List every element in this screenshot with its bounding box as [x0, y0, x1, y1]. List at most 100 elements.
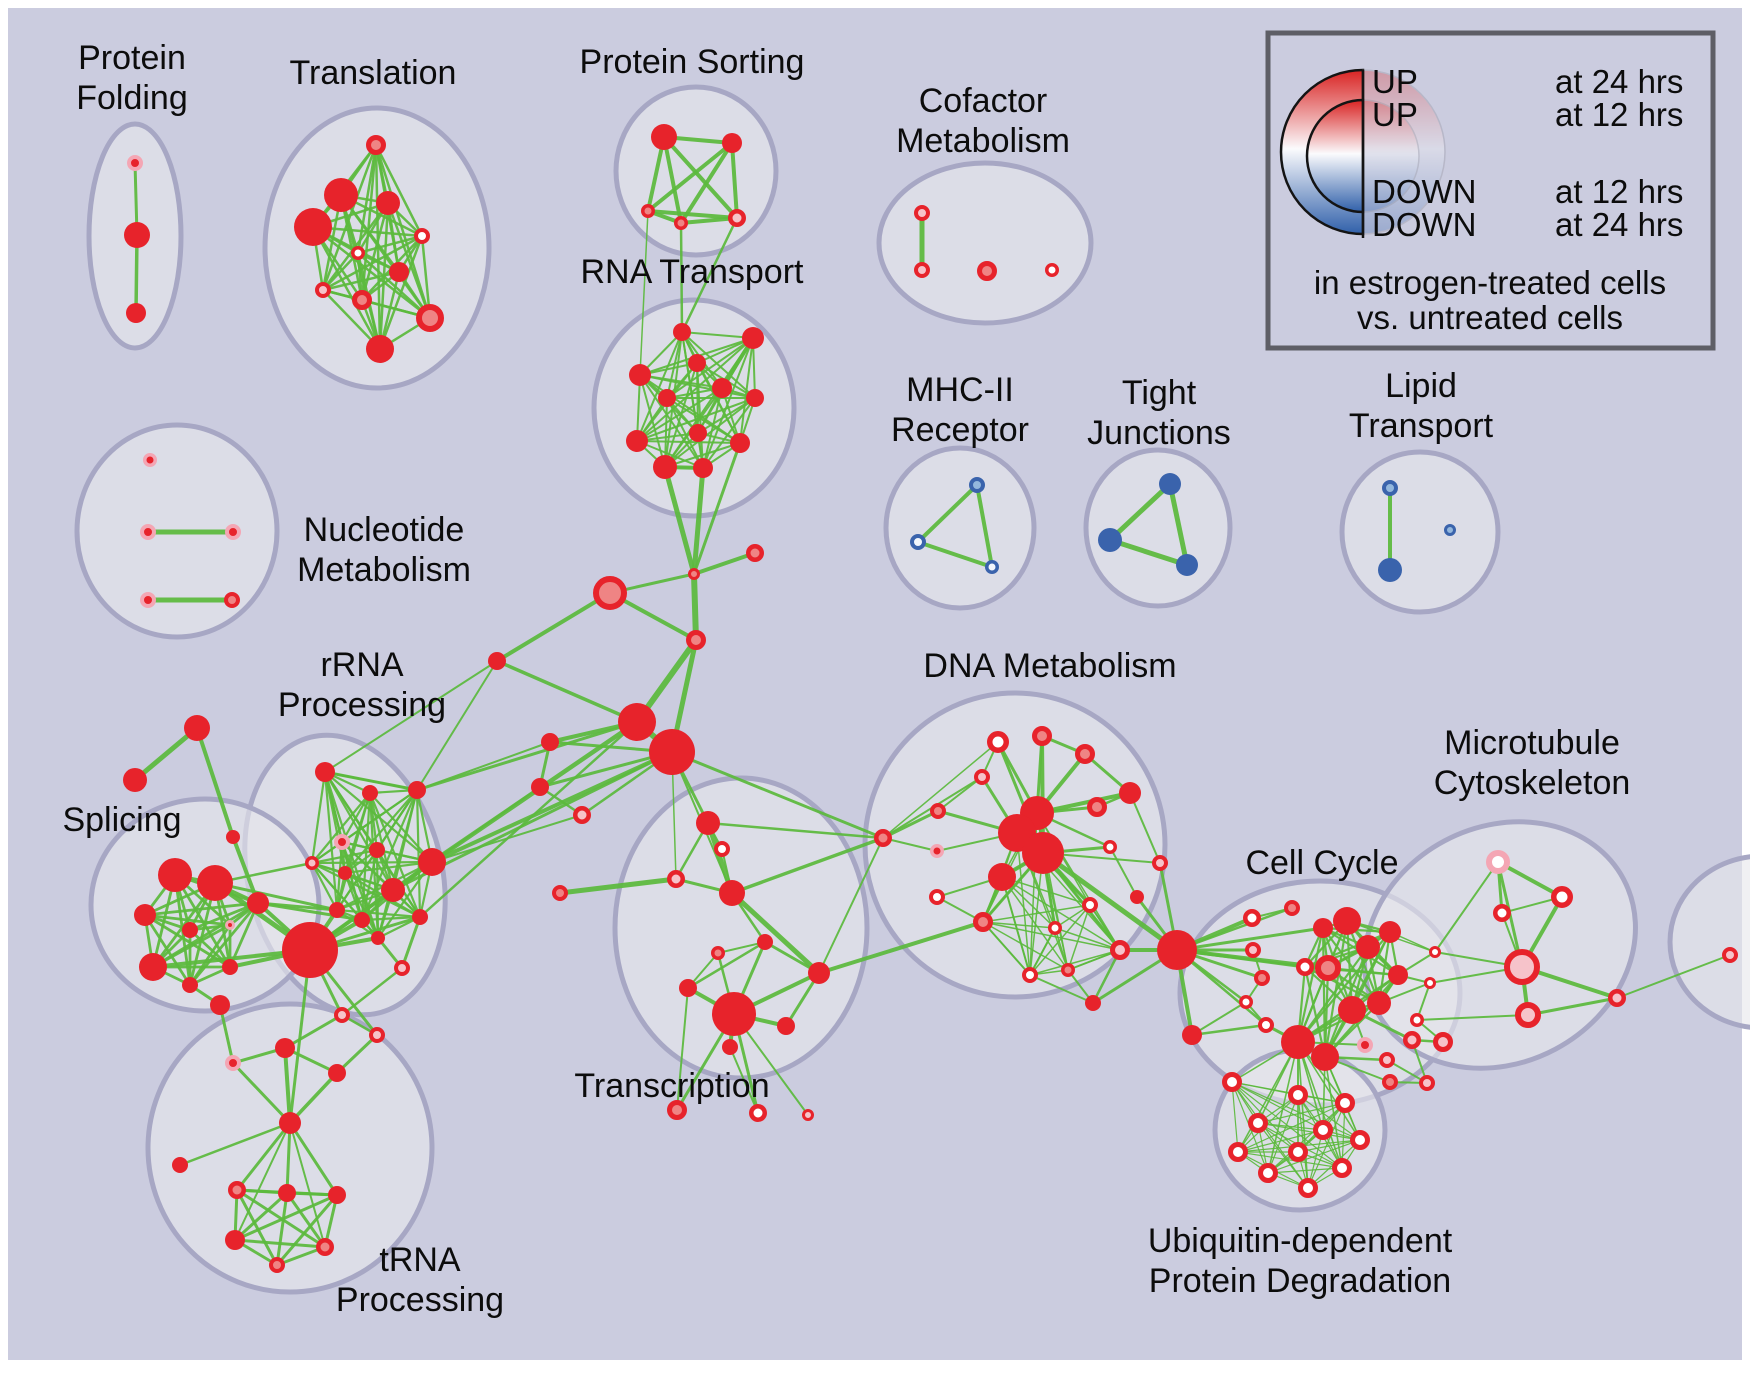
edge-rr1-rr5: [310, 770, 327, 865]
edge-cc7-cc14: [1323, 966, 1330, 1059]
edge-tx1-db: [706, 821, 885, 840]
node-sp2: [197, 865, 233, 901]
edge-dn19-dn20: [1054, 927, 1121, 951]
edge-dn13-dn15: [1109, 846, 1138, 898]
node-rt4: [629, 364, 651, 386]
edge-tj1-tj3: [1167, 481, 1190, 568]
node-dn22: [1061, 963, 1075, 977]
node-tx1: [696, 811, 720, 835]
edge-ub4-ub11: [1257, 1122, 1309, 1189]
node-rt3: [688, 354, 706, 372]
node-dn7: [1087, 797, 1107, 817]
node-tx4: [719, 880, 745, 906]
cluster-label-mhc-ii-receptor: Receptor: [891, 411, 1029, 449]
edge-ub4-ub6: [1257, 1122, 1361, 1141]
edge-db-dn1: [882, 741, 999, 839]
node-tx13: [749, 1104, 767, 1122]
edge-ps3-rt4: [639, 210, 649, 376]
node-tj1: [1159, 473, 1181, 495]
node-rr12: [412, 909, 428, 925]
edge-ps1-ps5: [662, 135, 739, 220]
edge-ps2-ps3: [646, 141, 734, 213]
node-ps2: [722, 133, 742, 153]
node-pf1: [127, 155, 143, 171]
node-sp7: [182, 977, 198, 993]
edge-rb3-rr12: [400, 915, 422, 970]
node-dn6: [1119, 782, 1141, 804]
edge-rr3-rr12: [415, 788, 422, 919]
node-tx2: [714, 841, 730, 857]
edge-rb2-tt3: [335, 1033, 379, 1075]
edge-tr1-tr10: [374, 143, 432, 320]
node-dn23: [1085, 995, 1101, 1011]
node-ub10: [1332, 1158, 1352, 1178]
edge-tc-th4: [234, 1122, 291, 1241]
edge-sp6-sb1: [151, 901, 260, 969]
edge-cc24-cc11: [1191, 1001, 1247, 1036]
node-mt3: [1493, 904, 1511, 922]
node-ub5: [1313, 1120, 1333, 1140]
node-rt2: [742, 327, 764, 349]
node-cc14: [1311, 1043, 1339, 1071]
edge-tt3-tc: [288, 1071, 339, 1125]
node-nm1: [143, 453, 157, 467]
node-tc: [279, 1112, 301, 1134]
edge-rr5-rr6: [310, 848, 379, 865]
node-rt7: [746, 389, 764, 407]
node-ch2: [746, 544, 764, 562]
edge-rr4-rr11: [340, 840, 364, 922]
node-cf1: [914, 205, 930, 221]
node-tt2: [275, 1038, 295, 1058]
node-mh3: [985, 560, 999, 574]
node-cc20: [1403, 1031, 1421, 1049]
node-tj3: [1176, 554, 1198, 576]
edge-tx5-tx6: [717, 941, 766, 954]
edge-mh1-mh2: [916, 483, 979, 544]
edge-mt5-mt8: [1616, 954, 1731, 999]
node-cc6: [1379, 921, 1401, 943]
edge-dn16-dn22: [982, 921, 1069, 971]
node-th4: [225, 1230, 245, 1250]
node-th6: [269, 1257, 285, 1273]
node-tx12: [667, 1100, 687, 1120]
edge-sp3-sp7: [143, 913, 192, 987]
edge-sp3-sb1: [143, 901, 260, 917]
edge-ub1-ub6: [1231, 1081, 1361, 1141]
edge-cc3-cc16: [1321, 926, 1381, 1005]
node-ub8: [1288, 1142, 1308, 1162]
edge-mt5-mt6: [1526, 996, 1619, 1017]
node-tx3: [667, 870, 685, 888]
node-lm2: [531, 778, 549, 796]
node-cc1: [1243, 909, 1261, 927]
edge-sb1-rr11: [256, 901, 364, 922]
cluster-label-splicing: Splicing: [62, 801, 181, 839]
edge-rt10-ch1: [692, 441, 742, 576]
edge-dn12-dn22: [1001, 876, 1069, 971]
edge-tr5-tr6: [356, 234, 424, 255]
node-tri2: [123, 768, 147, 792]
edge-sp3-sp5: [143, 913, 232, 927]
edge-tr6-tr8: [321, 251, 360, 292]
node-mt1: [1486, 850, 1510, 874]
edge-dn6-dn14: [1129, 792, 1161, 864]
cluster-label-translation: Translation: [290, 54, 457, 92]
edge-ps2-ps4: [679, 141, 734, 225]
node-tr2: [324, 178, 358, 212]
node-rr7: [338, 866, 352, 880]
edge-ub2-ub9: [1267, 1094, 1299, 1174]
edge-th2-th6: [275, 1191, 289, 1267]
edge-tr3-tr10: [386, 201, 432, 320]
node-CH: [1157, 930, 1197, 970]
node-dn21: [1022, 967, 1038, 983]
node-mt5: [1608, 989, 1626, 1007]
node-cc16: [1367, 991, 1391, 1015]
node-tr5: [414, 228, 430, 244]
edge-ub6-ub8: [1297, 1139, 1361, 1153]
cluster-label-microtubule-cytoskeleton: Cytoskeleton: [1434, 764, 1631, 802]
node-mt2: [1551, 886, 1573, 908]
edge-rt1-rt2: [681, 331, 754, 339]
edge-rr1-rr3: [323, 770, 419, 792]
edge-cc6-cc15: [1350, 930, 1392, 1012]
edge-dn20-dn21: [1029, 949, 1121, 976]
edge-dn12-dn21: [1001, 876, 1031, 976]
